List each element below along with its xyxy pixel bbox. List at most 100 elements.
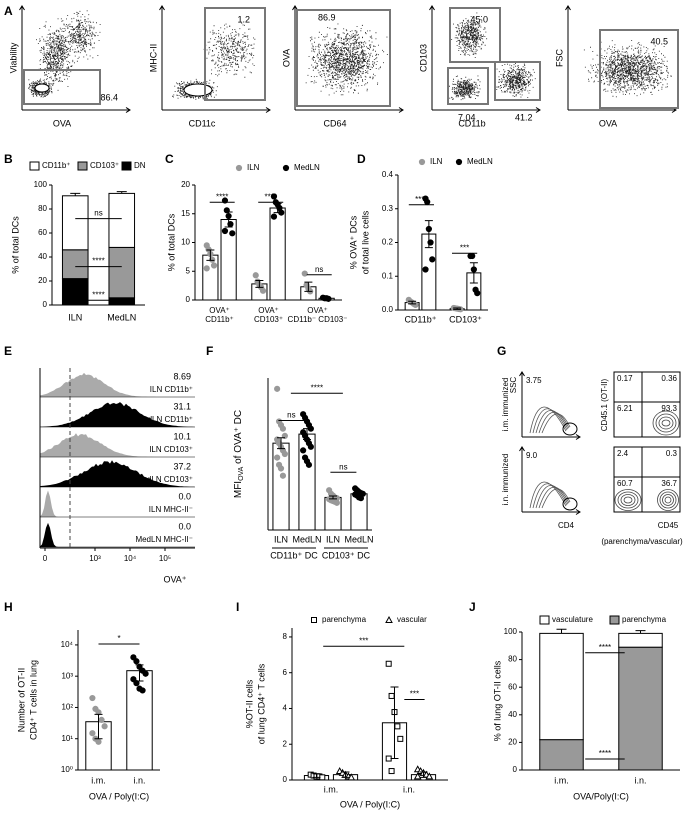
data-point (277, 465, 285, 472)
error-bar (312, 773, 321, 778)
contour (661, 419, 671, 427)
label: 0.17 (617, 374, 633, 383)
label: % of lung OT-II cells (492, 660, 502, 741)
bar-segment (539, 632, 584, 741)
label: MedLN (292, 534, 321, 544)
event-dots (203, 22, 256, 84)
data-point (252, 272, 259, 279)
data-point (412, 301, 419, 309)
label: CD103⁺ (254, 315, 283, 324)
label: C (165, 152, 174, 166)
gate (494, 61, 541, 101)
label: CD11b (458, 118, 485, 128)
bar-segment (61, 195, 89, 251)
label: CD103⁺ DC (322, 550, 371, 560)
error-bar (255, 279, 264, 288)
error-bar (408, 300, 417, 305)
label: **** (216, 192, 228, 201)
label: **** (599, 643, 611, 652)
arrow-head (575, 509, 581, 515)
label: 60 (508, 682, 517, 691)
bar-segment (618, 632, 663, 648)
event-dots (451, 12, 488, 58)
label-part: of OVA⁺ DC (233, 410, 244, 467)
label: *** (460, 243, 469, 252)
label: ILN (274, 534, 288, 544)
label: % OVA⁺ DCs (348, 215, 358, 269)
label-part: OVA (238, 466, 245, 481)
event-dots (305, 23, 388, 96)
contour (655, 413, 677, 433)
label: ns (315, 265, 323, 274)
label: SSC (509, 377, 518, 394)
arrow-head (19, 5, 25, 11)
label: MHC-II (148, 44, 158, 73)
legend-marker (282, 164, 290, 172)
contour (664, 496, 672, 504)
label: OVA⁺ (258, 306, 279, 315)
label: i.m. (554, 775, 569, 785)
gate (447, 67, 489, 105)
contour (538, 486, 570, 509)
bar-segment (108, 297, 136, 306)
label: ILN (247, 163, 260, 172)
label: vascular (397, 615, 427, 624)
arrow-head (159, 5, 165, 11)
arrow-head (292, 5, 298, 11)
data-point (101, 723, 108, 730)
label: i.n. (133, 775, 145, 785)
label: MedLN (294, 163, 320, 172)
label: 100 (34, 180, 48, 189)
event-dots (36, 18, 76, 93)
label: i.n. immunized (501, 454, 510, 506)
histogram (40, 433, 195, 457)
data-point (357, 495, 365, 502)
contour (657, 489, 679, 511)
label: i.n. (403, 784, 415, 794)
label: OVA / Poly(I:C) (340, 799, 400, 809)
label: 2.4 (617, 449, 629, 458)
error-bar (322, 297, 331, 300)
data-point (130, 654, 137, 661)
label: MedLN MHC-II⁻ (135, 535, 193, 544)
data-point (333, 499, 340, 506)
label: 9.0 (526, 451, 538, 460)
legend-marker (311, 617, 317, 623)
label: *** (410, 690, 419, 699)
error-bar (329, 495, 337, 500)
data-point (305, 461, 313, 468)
contour (535, 410, 569, 434)
label: 15 (181, 209, 190, 218)
gate (562, 422, 578, 436)
label: (parenchyma/vascular) (601, 537, 683, 546)
gate (23, 69, 101, 105)
label: DN (134, 161, 146, 170)
label: 10⁰ (61, 765, 73, 774)
label: % of total DCs (10, 216, 20, 274)
contour (659, 491, 677, 509)
label: 0 (186, 295, 191, 304)
error-bar (635, 630, 646, 634)
error-bar (453, 307, 462, 310)
label: of total live cells (360, 210, 370, 274)
legend-marker (418, 158, 426, 166)
data-point (385, 660, 392, 667)
bar-segment (539, 739, 584, 771)
label: i.m. (91, 775, 106, 785)
data-point (274, 454, 281, 461)
contour (620, 494, 636, 506)
label: 6 (283, 668, 288, 677)
label: 10 (181, 238, 190, 247)
label: i.m. immunized (501, 378, 510, 432)
label: MedLN CD103⁺ (136, 475, 193, 484)
label: **** (92, 290, 104, 299)
bar-segment (108, 246, 136, 299)
data-point (413, 772, 422, 780)
histogram (40, 372, 195, 397)
label: CD4 (558, 521, 575, 530)
event-dots (449, 75, 481, 101)
label: ILN CD103⁺ (149, 445, 193, 454)
label: H (4, 600, 13, 614)
label: 93.3 (661, 404, 677, 413)
label: F (206, 344, 213, 358)
